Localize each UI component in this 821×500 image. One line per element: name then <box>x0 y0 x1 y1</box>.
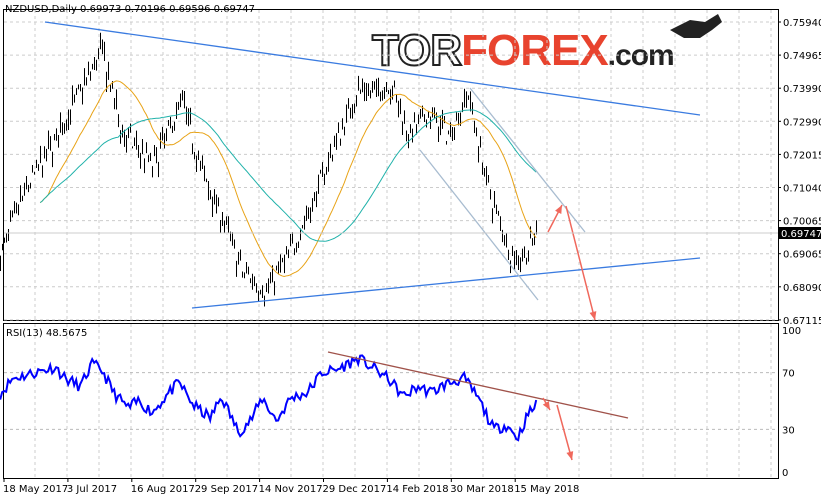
x-tick-label: 18 May 2017 <box>3 484 68 495</box>
y-tick-label: 0.73990 <box>783 84 821 95</box>
y-tick-label: 0.70065 <box>783 217 821 228</box>
rsi-title: RSI(13) 48.5675 <box>6 328 88 339</box>
support-trendline <box>191 257 701 309</box>
moving-average-slow <box>39 109 537 242</box>
rsi-trendline <box>327 351 629 419</box>
torforex-logo: TORFOREX.com <box>371 25 675 76</box>
y-tick-label: 0.67115 <box>783 316 821 327</box>
resistance-trendline <box>44 21 701 116</box>
x-tick-label: 14 Nov 2017 <box>259 484 323 495</box>
bull-icon <box>670 14 722 38</box>
x-tick-label: 15 May 2018 <box>514 484 579 495</box>
rsi-tick-label: 70 <box>782 369 795 380</box>
x-tick-label: 30 Mar 2018 <box>450 484 513 495</box>
channel-lower-line <box>419 149 539 301</box>
y-tick-label: 0.75940 <box>783 18 821 29</box>
rsi-down-arrow <box>556 404 573 461</box>
x-tick-label: 29 Dec 2017 <box>323 484 387 495</box>
y-tick-label: 0.74965 <box>783 51 821 62</box>
forecast-down-arrow <box>565 205 596 321</box>
x-tick-label: 29 Sep 2017 <box>195 484 258 495</box>
x-tick-label: 16 Aug 2017 <box>131 484 195 495</box>
rsi-down-arrow-head <box>566 451 574 460</box>
last-price-box <box>779 227 821 239</box>
y-tick-label: 0.69065 <box>783 250 821 261</box>
x-tick-label: 14 Feb 2018 <box>386 484 448 495</box>
rsi-tick-label: 100 <box>782 326 801 337</box>
y-tick-label: 0.72990 <box>783 117 821 128</box>
rsi-panel-frame <box>3 323 779 479</box>
rsi-tick-label: 30 <box>782 425 795 436</box>
moving-average-fast <box>39 80 537 278</box>
y-tick-label: 0.71040 <box>783 184 821 195</box>
rsi-up-arrow-head <box>542 401 550 410</box>
forecast-up-arrow-head <box>555 205 562 214</box>
x-tick-label: 3 Jul 2017 <box>67 484 117 495</box>
forecast-down-arrow-head <box>589 311 597 320</box>
candles <box>0 32 537 307</box>
y-tick-label: 0.68090 <box>783 283 821 294</box>
main-panel-frame <box>3 9 779 321</box>
last-price-label: 0.69747 <box>781 229 821 240</box>
rsi-tick-label: 0 <box>782 468 788 479</box>
rsi-line <box>0 354 538 442</box>
y-tick-label: 0.72015 <box>783 150 821 161</box>
